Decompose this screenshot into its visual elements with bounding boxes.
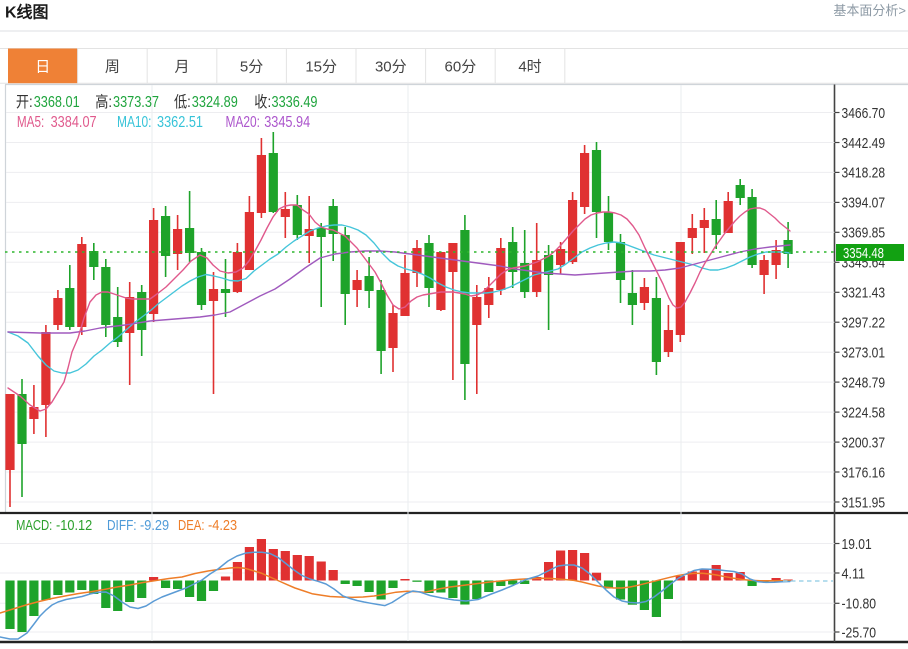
svg-text:3224.58: 3224.58 — [842, 404, 886, 421]
svg-text:3200.37: 3200.37 — [842, 434, 886, 451]
svg-text:3354.48: 3354.48 — [843, 245, 884, 262]
svg-text:-9.29: -9.29 — [140, 517, 169, 534]
svg-text:5分: 5分 — [240, 59, 263, 76]
svg-text:3384.07: 3384.07 — [51, 114, 97, 131]
svg-text:-25.70: -25.70 — [842, 624, 877, 641]
svg-text:3336.49: 3336.49 — [272, 94, 318, 111]
svg-text:60分: 60分 — [445, 59, 477, 76]
svg-text:MA5:: MA5: — [17, 114, 44, 131]
svg-text:月: 月 — [174, 59, 189, 76]
svg-text:3345.94: 3345.94 — [264, 114, 310, 131]
svg-text:3273.01: 3273.01 — [842, 345, 886, 362]
svg-text:3394.07: 3394.07 — [842, 195, 886, 212]
svg-text:3297.22: 3297.22 — [842, 315, 886, 332]
svg-text:K线图: K线图 — [5, 3, 49, 22]
svg-text:-10.12: -10.12 — [56, 517, 92, 534]
svg-text:3248.79: 3248.79 — [842, 374, 886, 391]
svg-text:日: 日 — [35, 59, 50, 76]
svg-text:3368.01: 3368.01 — [34, 94, 80, 111]
svg-text:3324.89: 3324.89 — [192, 94, 238, 111]
svg-text:MACD:: MACD: — [16, 517, 52, 534]
svg-text:收:: 收: — [254, 93, 271, 111]
svg-text:3418.28: 3418.28 — [842, 165, 886, 182]
svg-text:DIFF:: DIFF: — [107, 517, 137, 534]
svg-text:基本面分析>: 基本面分析> — [833, 3, 906, 18]
svg-text:周: 周 — [105, 59, 120, 76]
svg-text:MA10:: MA10: — [117, 114, 152, 131]
svg-text:DEA:: DEA: — [178, 517, 205, 534]
svg-text:低:: 低: — [174, 93, 191, 111]
svg-text:19.01: 19.01 — [842, 536, 872, 553]
svg-text:3176.16: 3176.16 — [842, 464, 886, 481]
svg-text:3369.85: 3369.85 — [842, 225, 886, 242]
svg-text:3466.70: 3466.70 — [842, 105, 886, 122]
svg-text:4时: 4时 — [518, 59, 541, 76]
svg-text:3321.43: 3321.43 — [842, 285, 886, 302]
svg-text:开:: 开: — [16, 94, 33, 111]
svg-text:30分: 30分 — [375, 59, 407, 76]
svg-text:3362.51: 3362.51 — [157, 114, 203, 131]
svg-text:3442.49: 3442.49 — [842, 135, 886, 152]
svg-text:15分: 15分 — [305, 59, 337, 76]
svg-text:-10.80: -10.80 — [842, 596, 877, 613]
svg-text:4.11: 4.11 — [842, 565, 866, 582]
svg-text:-4.23: -4.23 — [208, 517, 237, 534]
svg-text:MA20:: MA20: — [226, 114, 261, 131]
svg-text:3373.37: 3373.37 — [113, 94, 159, 111]
svg-text:3151.95: 3151.95 — [842, 494, 886, 511]
svg-text:高:: 高: — [95, 93, 112, 111]
